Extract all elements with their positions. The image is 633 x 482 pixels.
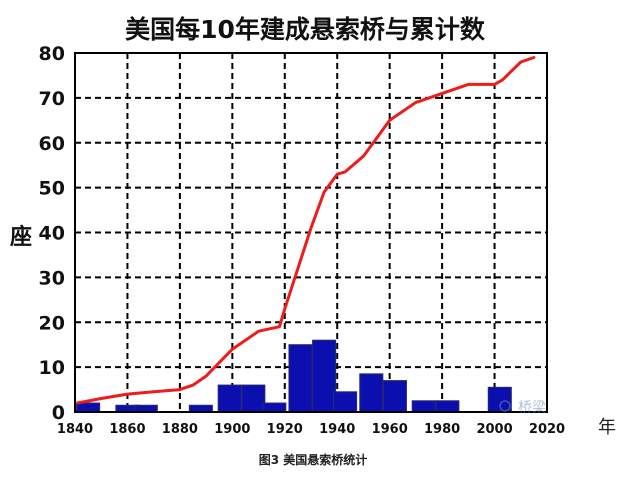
plot-frame	[74, 52, 548, 413]
x-tick-label: 1920	[267, 422, 303, 437]
y-tick-label: 30	[39, 267, 65, 289]
y-axis-label: 座	[10, 224, 32, 250]
bar	[188, 404, 213, 413]
bar	[288, 344, 313, 413]
x-tick-label: 1840	[57, 422, 93, 437]
watermark-icon	[499, 400, 511, 412]
bar	[312, 339, 337, 413]
y-tick-label: 0	[52, 402, 65, 424]
y-tick-labels: 0 10 20 30 40 50 60 70 80	[39, 43, 65, 424]
y-tick-label: 40	[39, 223, 65, 245]
y-tick-label: 50	[39, 178, 65, 200]
x-tick-label: 1960	[372, 422, 408, 437]
figure-caption: 图3 美国悬索桥统计	[259, 452, 368, 467]
chart-title: 美国每10年建成悬索桥与累计数	[125, 15, 486, 44]
x-tick-label: 1980	[424, 422, 460, 437]
y-tick-label: 70	[39, 88, 65, 110]
bar	[241, 384, 266, 413]
x-tick-label: 1940	[319, 422, 355, 437]
bar	[133, 404, 158, 413]
x-axis-unit: 年	[598, 417, 616, 438]
bar	[411, 400, 436, 413]
watermark-text: 桥梁	[518, 400, 546, 416]
bar	[217, 384, 242, 413]
bar	[435, 400, 460, 413]
bar	[333, 391, 358, 413]
y-tick-label: 10	[39, 357, 65, 379]
bar	[359, 373, 384, 413]
cumulative-line	[76, 56, 536, 405]
x-tick-label: 2000	[476, 422, 512, 437]
x-tick-labels: 1840 1860 1880 1900 1920 1940 1960 1980 2000 2020	[57, 422, 565, 437]
cumulative-line-layer	[76, 56, 536, 405]
y-tick-label: 20	[39, 312, 65, 334]
y-tick-label: 60	[39, 133, 65, 155]
x-tick-label: 1880	[162, 422, 198, 437]
bar	[382, 380, 407, 413]
bars	[76, 339, 512, 413]
y-tick-label: 80	[39, 43, 65, 65]
bar	[76, 402, 101, 413]
x-tick-label: 1860	[109, 422, 145, 437]
x-tick-label: 2020	[529, 422, 565, 437]
watermark: 桥梁	[499, 400, 546, 416]
x-tick-label: 1900	[214, 422, 250, 437]
bar	[262, 402, 287, 413]
